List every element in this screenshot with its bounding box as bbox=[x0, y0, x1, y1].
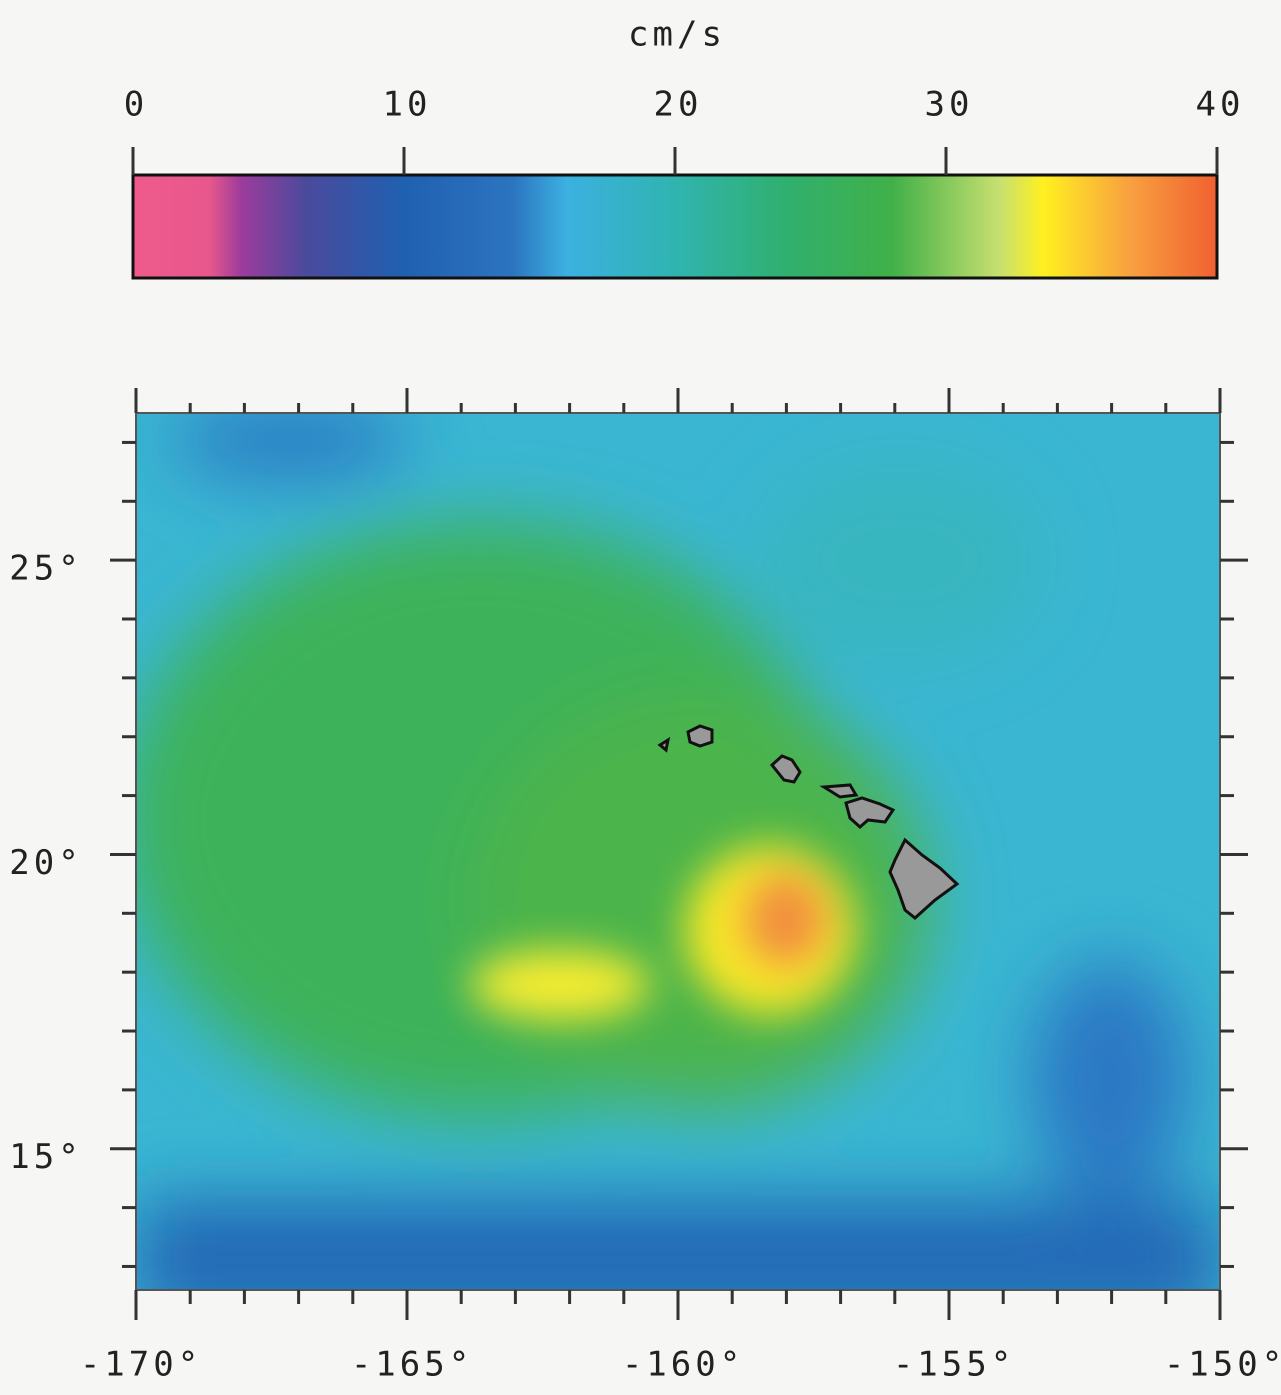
colorbar-label: cm/s bbox=[628, 15, 726, 55]
x-tick-label: -160° bbox=[622, 1345, 744, 1385]
colorbar-tick-label: 30 bbox=[925, 85, 974, 125]
colorbar-tick-label: 0 bbox=[124, 85, 148, 125]
x-tick-label: -170° bbox=[80, 1345, 202, 1385]
y-tick-label: 20° bbox=[9, 843, 82, 883]
colorbar-tick-label: 10 bbox=[383, 85, 432, 125]
x-tick-label: -165° bbox=[351, 1345, 473, 1385]
field bbox=[136, 413, 1220, 1290]
y-tick-label: 25° bbox=[9, 549, 82, 589]
colorbar-tick-label: 40 bbox=[1196, 85, 1245, 125]
colorbar-tick-label: 20 bbox=[654, 85, 703, 125]
x-tick-label: -150° bbox=[1164, 1345, 1281, 1385]
x-tick-label: -155° bbox=[893, 1345, 1015, 1385]
colorbar bbox=[131, 173, 1219, 280]
islands bbox=[657, 724, 960, 920]
y-tick-label: 15° bbox=[9, 1137, 82, 1177]
